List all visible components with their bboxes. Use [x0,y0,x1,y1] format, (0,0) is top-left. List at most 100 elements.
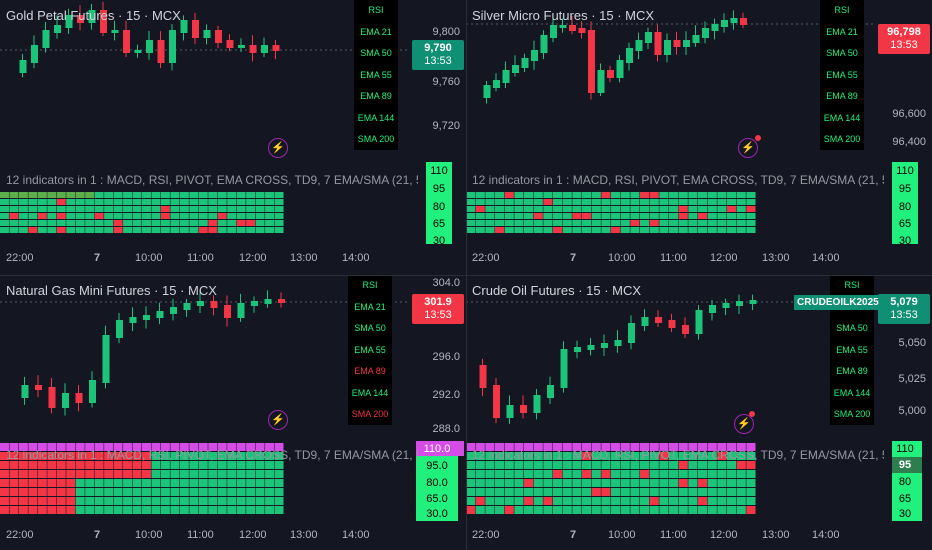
time-axis[interactable]: 22:00 7 10:00 11:00 12:00 13:00 14:00 [466,252,874,268]
price-axis[interactable]: 9,800 9,760 9,720 9,790 13:53 [408,0,466,150]
pane-divider[interactable] [0,275,932,276]
time-tick: 12:00 [239,252,267,264]
scale-label: 110.0 [423,443,451,455]
scale-bar [892,162,918,244]
candle [483,85,491,98]
heatmap-cell [495,213,505,219]
heatmap-cell [179,227,189,233]
heatmap-cell [736,470,746,478]
scale-label: 30 [432,235,446,247]
heatmap-cell [160,497,170,505]
price-axis[interactable]: 304.0 296.0 292.0 288.0 301.9 13:53 [408,275,466,435]
scale-label: 65 [898,493,912,505]
heatmap-cell [514,497,524,505]
candle [588,30,595,93]
heatmap-cell [504,192,514,198]
heatmap-cell [75,470,85,478]
heatmap-cell [265,220,275,226]
heatmap-cell [123,488,133,496]
candle [19,60,27,73]
heatmap-cell [18,470,28,478]
heatmap-cell [562,479,572,487]
candle [261,45,268,53]
heatmap-cell [659,192,669,198]
heatmap-cell [28,497,38,505]
price-axis[interactable]: 96,600 96,400 96,798 13:53 [874,0,932,150]
heatmap-cell [227,506,237,514]
heatmap-cell [142,192,151,198]
chart-canvas[interactable] [0,0,466,275]
heatmap-cell [217,506,227,514]
heatmap-cell [170,497,180,505]
indicator-scale: 110 95 80 65 30 [882,441,932,521]
heatmap-cell [640,452,650,460]
heatmap-cell [18,461,28,469]
chart-canvas[interactable] [466,275,932,550]
candle [682,325,689,334]
chart-canvas[interactable] [0,275,466,550]
heatmap-cell [495,443,505,451]
candle [607,70,614,78]
heatmap-cell [189,506,199,514]
heatmap-cell [37,461,47,469]
heatmap-cell [678,199,688,205]
legend-ema89: EMA 89 [354,366,386,376]
time-axis[interactable]: 22:00 7 10:00 11:00 12:00 13:00 14:00 [0,529,408,545]
flash-alert-icon[interactable]: ⚡ [738,138,758,158]
heatmap-cell [688,443,698,451]
indicator-scale: 110 95 80 65 30 [416,162,466,247]
chart-pane-gold[interactable]: Gold Petal Futures · 15 · MCX RSI EMA 21… [0,0,466,275]
heatmap-cell [717,192,727,198]
heatmap-cell [9,452,19,460]
chart-canvas[interactable] [466,0,932,275]
heatmap-cell [562,227,572,233]
heatmap-cell [255,497,265,505]
heatmap-cell [611,470,621,478]
price-axis[interactable]: 5,050 5,025 5,000 5,079 13:53 [874,275,932,425]
heatmap-cell [524,497,534,505]
heatmap-cell [9,192,19,198]
heatmap-cell [132,470,142,478]
last-price: 301.9 [424,296,452,308]
flash-alert-icon[interactable]: ⚡ [268,138,288,158]
heatmap-cell [553,479,563,487]
candle [533,395,541,413]
candle [730,18,738,23]
time-axis[interactable]: 22:00 7 10:00 11:00 12:00 13:00 14:00 [466,529,874,545]
heatmap-cell [104,220,114,226]
heatmap-cell [47,470,57,478]
heatmap-cell [591,506,601,514]
heatmap-cell [56,443,66,451]
chart-pane-natural-gas[interactable]: Natural Gas Mini Futures · 15 · MCX RSI … [0,275,466,550]
heatmap-cell [533,199,543,205]
heatmap-cell [236,213,246,219]
heatmap-cell [274,192,284,198]
heatmap-cell [132,506,142,514]
heatmap-cell [85,227,95,233]
legend-ema144: EMA 144 [357,112,395,123]
heatmap-cell [669,443,679,451]
heatmap-cell [582,488,592,496]
candle [749,300,757,304]
heatmap-cell [132,227,142,233]
time-tick: 13:00 [290,529,318,541]
chart-pane-crude-oil[interactable]: Crude Oil Futures · 15 · MCX RSI EMA 21 … [466,275,932,550]
heatmap-cell [208,206,218,212]
heatmap-cell [727,199,737,205]
heatmap-cell [208,506,218,514]
heatmap-cell [678,488,688,496]
heatmap-cell [142,470,151,478]
heatmap-cell [66,213,76,219]
heatmap-cell [66,192,76,198]
heatmap-cell [659,206,669,212]
heatmap-cell [649,479,659,487]
flash-alert-icon[interactable]: ⚡ [268,410,288,430]
chart-pane-silver[interactable]: Silver Micro Futures · 15 · MCX RSI EMA … [466,0,932,275]
legend-sma50: SMA 50 [360,48,392,58]
heatmap-cell [37,497,47,505]
heatmap-cell [142,488,151,496]
time-axis[interactable]: 22:00 7 10:00 11:00 12:00 13:00 14:00 [0,252,408,268]
heatmap-cell [543,470,553,478]
heatmap-cell [151,488,161,496]
flash-alert-icon[interactable]: ⚡ [734,414,754,434]
